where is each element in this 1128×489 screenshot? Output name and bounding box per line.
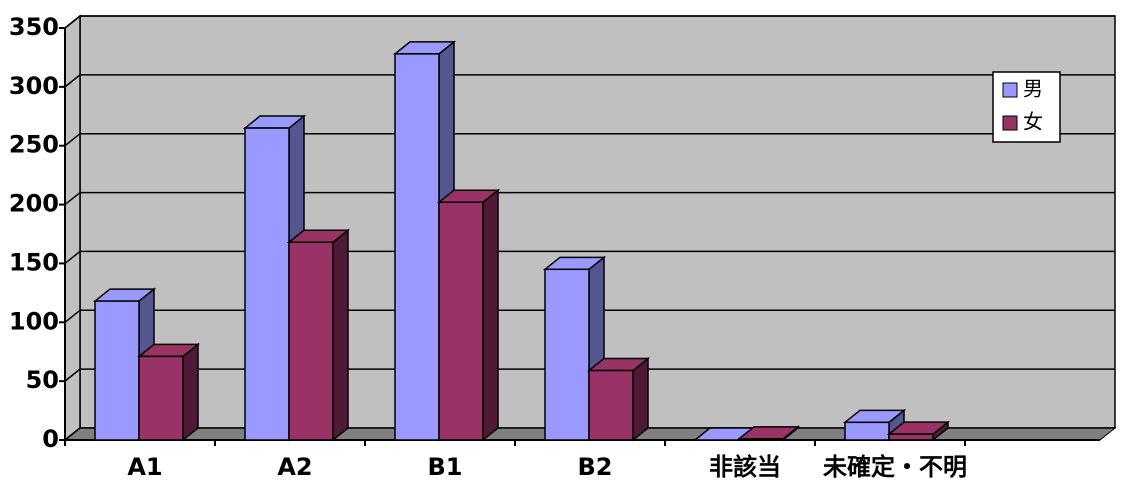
grid-line-side (64, 427, 81, 441)
bar (844, 421, 890, 441)
grid-line-side (64, 250, 81, 265)
y-tick-label: 150 (9, 248, 59, 276)
bar (394, 53, 440, 441)
grid-line-side (64, 191, 81, 206)
y-tick-label: 300 (9, 72, 59, 100)
x-tick-label: A1 (127, 453, 162, 481)
x-tick-label: 未確定・不明 (823, 453, 967, 481)
legend-label: 男 (1023, 77, 1043, 101)
bar (94, 300, 140, 441)
bar (544, 268, 590, 441)
x-tick-label: 非該当 (709, 453, 781, 481)
bar (738, 438, 784, 441)
y-tick-label: 200 (9, 190, 59, 218)
side-wall (64, 14, 81, 442)
y-tick-label: 0 (42, 425, 59, 453)
legend: 男女 (992, 71, 1061, 143)
legend-swatch (1002, 82, 1018, 98)
x-tick-label: B1 (428, 453, 463, 481)
x-tick-label: A2 (277, 453, 312, 481)
grid-line-side (64, 133, 81, 147)
y-tick-label: 50 (26, 366, 59, 394)
legend-swatch (1002, 115, 1018, 131)
legend-label: 女 (1023, 110, 1043, 134)
bar-side (182, 342, 199, 442)
grid-line-side (64, 15, 81, 29)
bar-side (332, 228, 349, 442)
x-tick-label: B2 (578, 453, 613, 481)
grid-line-side (64, 74, 81, 88)
y-tick-label: 250 (9, 131, 59, 159)
y-tick-label: 350 (9, 13, 59, 41)
grid-line-side (64, 309, 81, 323)
bar (288, 241, 334, 441)
bar-side (482, 188, 499, 442)
bar (588, 369, 634, 441)
bar-side (632, 356, 649, 442)
bar (888, 433, 934, 441)
bar (244, 127, 290, 441)
bar (138, 355, 184, 441)
y-tick-label: 100 (9, 307, 59, 335)
bar (438, 201, 484, 441)
grid-line-side (64, 368, 81, 382)
